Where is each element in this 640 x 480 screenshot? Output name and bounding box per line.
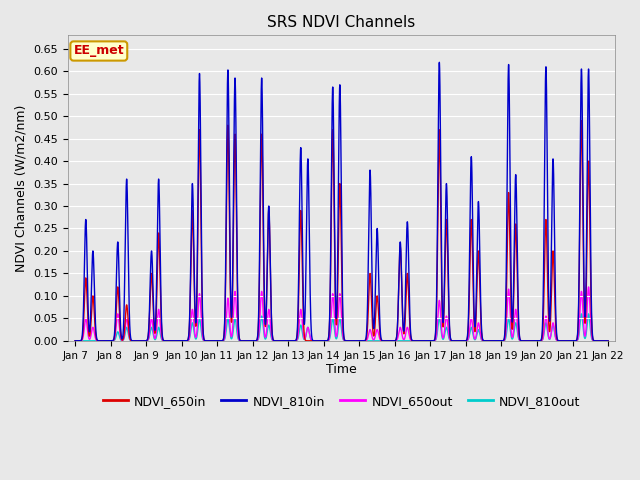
Title: SRS NDVI Channels: SRS NDVI Channels (268, 15, 416, 30)
Y-axis label: NDVI Channels (W/m2/nm): NDVI Channels (W/m2/nm) (15, 104, 28, 272)
Legend: NDVI_650in, NDVI_810in, NDVI_650out, NDVI_810out: NDVI_650in, NDVI_810in, NDVI_650out, NDV… (98, 390, 586, 413)
Text: EE_met: EE_met (74, 45, 124, 58)
X-axis label: Time: Time (326, 363, 357, 376)
